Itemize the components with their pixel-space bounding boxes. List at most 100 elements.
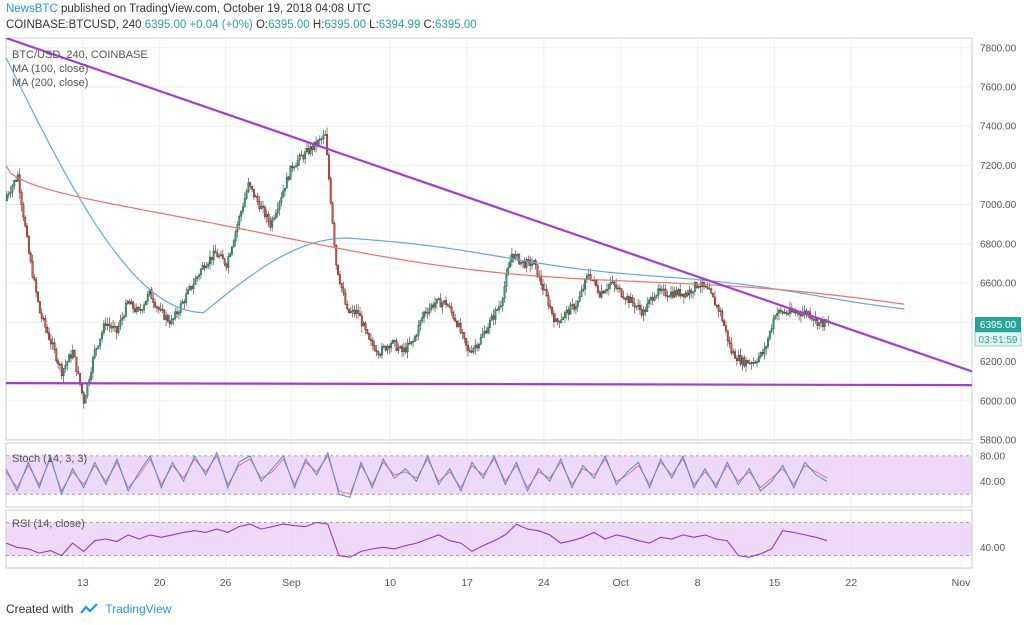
candle-body [392, 340, 394, 344]
candle-body [163, 309, 166, 320]
candle-body [501, 298, 504, 307]
publisher-name[interactable]: NewsBTC [6, 3, 58, 15]
candle-body [254, 195, 257, 198]
candle-body [159, 308, 162, 311]
candle-body [33, 276, 36, 280]
candle-body [673, 290, 676, 298]
candle-body [794, 311, 797, 314]
candle-body [454, 317, 457, 322]
candle-body [357, 310, 360, 314]
candle-body [741, 357, 744, 365]
candle-body [353, 309, 356, 315]
candle-body [739, 354, 742, 365]
symbol-label: COINBASE:BTCUSD, 240 [6, 19, 142, 31]
candle-body [42, 317, 45, 320]
y-tick-label: 7400.00 [980, 122, 1017, 133]
candle-body [571, 304, 574, 306]
candle-body [677, 289, 680, 296]
candle-body [507, 267, 510, 275]
candle-body [243, 198, 246, 208]
legend-ma100: MA (100, close) [12, 63, 88, 75]
candle-body [487, 327, 490, 334]
candle-body [26, 225, 28, 237]
y-tick-label: 7600.00 [980, 83, 1017, 94]
candle-body [717, 305, 720, 312]
x-tick-label: 26 [220, 577, 232, 589]
candle-body [93, 349, 96, 359]
candle-body [395, 340, 398, 351]
candle-body [681, 293, 683, 297]
y-tick-label: 6800.00 [980, 239, 1017, 250]
candle-body [626, 296, 629, 300]
candle-body [384, 345, 387, 351]
candle-body [527, 259, 530, 261]
open-value: 6395.00 [268, 19, 310, 31]
candle-body [155, 306, 158, 309]
candle-body [461, 332, 464, 334]
x-tick-label: 8 [695, 577, 701, 589]
candle-body [241, 206, 244, 212]
candle-body [735, 358, 738, 362]
candle-body [205, 266, 208, 269]
candle-body [648, 299, 651, 304]
candle-body [635, 305, 638, 308]
candle-body [430, 304, 433, 309]
candle-body [132, 301, 135, 309]
legend-rsi: RSI (14, close) [12, 518, 85, 530]
candle-body [615, 284, 618, 289]
candle-body [688, 289, 691, 296]
candle-body [7, 193, 10, 196]
candle-body [649, 297, 652, 301]
candle-body [371, 340, 374, 346]
candle-body [390, 342, 393, 349]
candle-body [185, 293, 188, 303]
candle-body [75, 356, 78, 373]
candle-body [450, 306, 453, 313]
candle-body [479, 337, 482, 345]
candle-body [128, 300, 131, 305]
candle-body [587, 274, 590, 277]
y-tick-label: 7000.00 [980, 200, 1017, 211]
price-change: +0.04 (+0%) [189, 19, 253, 31]
candle-body [214, 250, 217, 254]
candle-body [70, 354, 72, 359]
candle-body [456, 320, 458, 327]
candle-body [503, 286, 506, 300]
candle-body [549, 305, 552, 308]
candle-body [183, 301, 186, 304]
candle-body [470, 351, 473, 353]
candle-body [9, 191, 12, 195]
candle-body [295, 165, 297, 168]
candle-body [463, 332, 466, 339]
candle-body [441, 302, 444, 308]
stoch-k-line [5, 451, 828, 499]
candle-body [609, 282, 612, 285]
candle-body [631, 297, 634, 304]
candle-body [712, 292, 715, 298]
candle-body [108, 323, 111, 327]
candle-body [428, 308, 431, 314]
tradingview-link[interactable]: TradingView [105, 602, 172, 616]
candle-body [637, 304, 640, 307]
candle-body [327, 154, 330, 180]
candle-body [201, 265, 204, 270]
candle-body [746, 359, 749, 364]
candle-body [326, 134, 329, 156]
candle-body [212, 250, 215, 261]
candle-body [496, 309, 499, 311]
candle-body [342, 287, 345, 294]
candle-body [752, 362, 755, 364]
candle-body [611, 281, 614, 284]
candle-body [565, 309, 568, 313]
candle-body [37, 291, 39, 302]
candle-body [382, 345, 385, 348]
candle-body [198, 274, 200, 278]
candle-body [298, 154, 301, 161]
candle-body [415, 335, 418, 337]
y-tick-label: 5800.00 [980, 436, 1017, 447]
candle-body [349, 311, 352, 313]
indicator-band [6, 522, 972, 556]
y-tick-label: 6600.00 [980, 279, 1017, 290]
candle-body [207, 263, 210, 267]
